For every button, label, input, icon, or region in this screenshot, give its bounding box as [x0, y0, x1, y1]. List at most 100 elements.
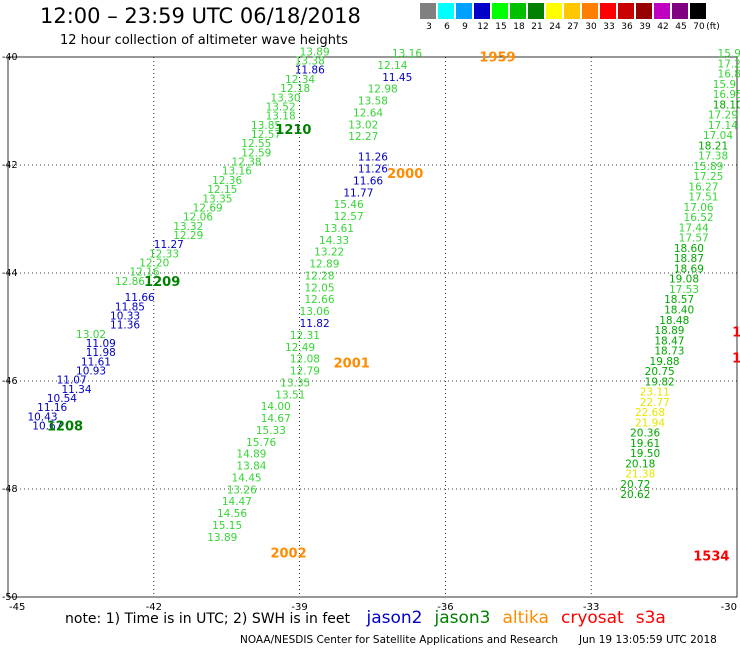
scale-label: 33 — [603, 22, 615, 32]
scale-label: 42 — [657, 22, 669, 32]
swh-value: 13.26 — [227, 484, 257, 496]
pass-time-label: 2000 — [387, 167, 423, 182]
swh-value: 12.57 — [334, 211, 364, 223]
scale-swatch — [510, 3, 526, 19]
latitude-label: -40 — [2, 52, 18, 63]
swh-value: 12.59 — [241, 147, 271, 159]
swh-value: 11.16 — [37, 402, 67, 414]
scale-swatch — [600, 3, 616, 19]
swh-value: 15.89 — [693, 161, 723, 173]
swh-value: 13.58 — [358, 96, 388, 108]
swh-value: 14.47 — [222, 496, 252, 508]
swh-value: 20.72 — [620, 479, 650, 491]
swh-value: 20.62 — [620, 489, 650, 501]
swh-value: 12.33 — [149, 248, 179, 260]
swh-value: 13.61 — [324, 223, 354, 235]
swh-value: 18.60 — [674, 243, 704, 255]
scale-swatch — [528, 3, 544, 19]
swh-value: 23.11 — [640, 387, 670, 399]
swh-value: 19.61 — [630, 438, 660, 450]
swh-value: 13.02 — [348, 119, 378, 131]
footnote-row: note: 1) Time is in UTC; 2) SWH is in fe… — [65, 608, 690, 628]
swh-value: 17.04 — [703, 130, 733, 142]
latitude-label: -46 — [2, 376, 18, 387]
swh-value: 13.89 — [300, 46, 330, 58]
longitude-label: -36 — [437, 602, 453, 613]
satellite-legend-altika: altika — [502, 608, 549, 628]
satellite-legend-jason3: jason3 — [434, 608, 491, 628]
swh-value: 18.48 — [659, 315, 689, 327]
swh-value: 11.45 — [382, 72, 412, 84]
swh-value: 12.27 — [348, 131, 378, 143]
swh-value: 13.18 — [266, 111, 296, 123]
swh-value: 11.36 — [110, 320, 140, 332]
pass-time-label: 154 — [732, 352, 740, 367]
scale-swatch — [546, 3, 562, 19]
satellite-legend: jason2 jason3 altika cryosat s3a — [366, 608, 677, 628]
swh-value: 20.75 — [645, 366, 675, 378]
swh-value: 12.29 — [173, 230, 203, 242]
swh-value: 15.46 — [334, 199, 364, 211]
swh-value: 12.86 — [115, 276, 145, 288]
scale-label: 9 — [462, 22, 468, 32]
pass-time-label: 2002 — [270, 547, 306, 562]
scale-swatch — [636, 3, 652, 19]
scale-swatch — [420, 3, 436, 19]
swh-value: 19.50 — [630, 448, 660, 460]
swh-value: 20.36 — [630, 428, 660, 440]
swh-value: 11.98 — [86, 347, 116, 359]
longitude-label: -33 — [583, 602, 599, 613]
swh-value: 13.52 — [266, 101, 296, 113]
latitude-label: -44 — [2, 268, 18, 279]
swh-value: 12.38 — [232, 157, 262, 169]
swh-value: 11.09 — [86, 338, 116, 350]
swh-value: 21.94 — [635, 417, 665, 429]
swh-value: 12.20 — [139, 258, 169, 270]
scale-swatch — [438, 3, 454, 19]
swh-value: 14.00 — [261, 401, 291, 413]
swh-value: 18.57 — [664, 294, 694, 306]
scale-swatch — [690, 3, 706, 19]
swh-value: 21.38 — [625, 469, 655, 481]
swh-value: 13.89 — [207, 532, 237, 544]
swh-value: 15.76 — [246, 437, 276, 449]
map-subtitle: 12 hour collection of altimeter wave hei… — [60, 33, 348, 48]
satellite-legend-jason2: jason2 — [366, 608, 423, 628]
swh-value: 13.38 — [295, 56, 325, 68]
pass-time-label: 15 — [732, 326, 740, 341]
swh-value: 14.33 — [319, 235, 349, 247]
swh-value: 14.89 — [236, 449, 266, 461]
swh-value: 18.87 — [674, 253, 704, 265]
swh-value: 17.38 — [698, 151, 728, 163]
swh-value: 12.55 — [241, 138, 271, 150]
swh-value: 13.16 — [222, 166, 252, 178]
swh-value: 12.18 — [280, 83, 310, 95]
scale-swatch — [474, 3, 490, 19]
swh-value: 12.98 — [368, 84, 398, 96]
scale-label: 39 — [639, 22, 651, 32]
scale-label: 3 — [426, 22, 432, 32]
swh-value: 13.35 — [202, 193, 232, 205]
swh-value: 12.36 — [212, 175, 242, 187]
swh-value: 11.26 — [358, 164, 388, 176]
scale-label: 21 — [531, 22, 543, 32]
swh-value: 12.16 — [130, 267, 160, 279]
swh-value: 18.69 — [674, 263, 704, 275]
swh-value: 10.54 — [47, 393, 77, 405]
latitude-label: -50 — [2, 592, 18, 603]
swh-value: 13.51 — [275, 389, 305, 401]
pass-time-label: 1210 — [275, 123, 311, 138]
scale-swatch — [618, 3, 634, 19]
swh-value: 13.84 — [236, 461, 266, 473]
swh-value: 12.79 — [290, 366, 320, 378]
longitude-label: -42 — [146, 602, 162, 613]
scale-swatch — [456, 3, 472, 19]
scale-label: 6 — [444, 22, 450, 32]
scale-label: 45 — [675, 22, 687, 32]
map-title: 12:00 – 23:59 UTC 06/18/2018 — [40, 4, 361, 28]
swh-value: 10.33 — [110, 310, 140, 322]
swh-value: 10.43 — [27, 411, 57, 423]
satellite-legend-s3a: s3a — [635, 608, 666, 628]
pass-time-label: 1209 — [144, 275, 180, 290]
